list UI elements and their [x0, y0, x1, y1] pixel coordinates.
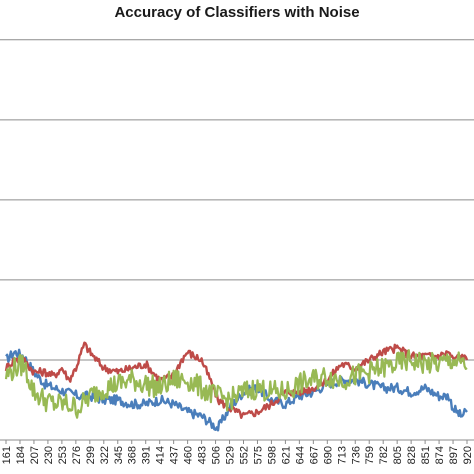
- x-tick-label: 920: [462, 446, 474, 464]
- x-tick-label: 759: [364, 446, 376, 464]
- x-tick-label: 460: [183, 446, 195, 464]
- series-line-0: [5, 348, 468, 432]
- x-tick-label: 414: [155, 446, 167, 464]
- x-tick-label: 253: [57, 446, 69, 464]
- x-tick-label: 184: [15, 446, 27, 464]
- x-tick-label: 529: [225, 446, 237, 464]
- x-tick-label: 207: [29, 446, 41, 464]
- x-tick-label: 368: [127, 446, 139, 464]
- x-tick-label: 322: [99, 446, 111, 464]
- x-tick-label: 851: [420, 446, 432, 464]
- series-group: [4, 341, 469, 432]
- x-tick-label: 345: [113, 446, 125, 464]
- x-tick-labels: 161 184 207 230 253 276 299 322 345 368 391 414 437 4…: [1, 440, 474, 464]
- chart-title: Accuracy of Classifiers with Noise: [114, 4, 359, 21]
- x-tick-label: 161: [1, 446, 13, 464]
- x-tick-label: 299: [85, 446, 97, 464]
- x-tick-label: 897: [448, 446, 460, 464]
- x-tick-label: 736: [350, 446, 362, 464]
- x-tick-label: 437: [169, 446, 181, 464]
- x-tick-label: 230: [43, 446, 55, 464]
- x-tick-label: 644: [294, 446, 306, 464]
- x-tick-label: 782: [378, 446, 390, 464]
- x-tick-label: 391: [141, 446, 153, 464]
- x-tick-label: 506: [211, 446, 223, 464]
- series-line-2: [4, 349, 468, 419]
- x-tick-label: 713: [336, 446, 348, 464]
- x-tick-label: 276: [71, 446, 83, 464]
- x-tick-label: 828: [406, 446, 418, 464]
- x-tick-label: 874: [434, 446, 446, 464]
- x-tick-label: 598: [266, 446, 278, 464]
- x-tick-label: 690: [322, 446, 334, 464]
- x-tick-label: 552: [238, 446, 250, 464]
- x-tick-label: 667: [308, 446, 320, 464]
- x-tick-label: 805: [392, 446, 404, 464]
- x-tick-label: 575: [252, 446, 264, 464]
- series-line-1: [4, 341, 469, 419]
- gridlines: [0, 39, 474, 441]
- x-tick-label: 483: [197, 446, 209, 464]
- x-tick-label: 621: [280, 446, 292, 464]
